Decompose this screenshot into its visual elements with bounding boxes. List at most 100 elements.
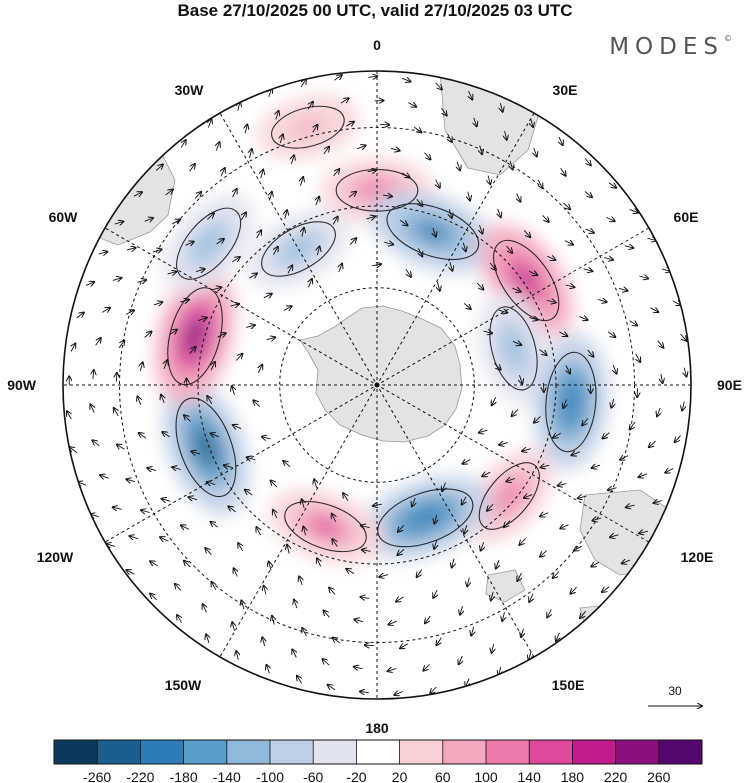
wind-arrow [467,577,469,587]
colorbar-tick-label: 60 [435,769,451,783]
streamline-loop [489,306,538,391]
colorbar-swatch [658,740,703,764]
colorbar-tick-label: -100 [256,769,284,783]
wind-arrow [167,272,177,274]
wind-arrow [198,318,207,321]
wind-arrow [238,543,243,552]
wind-arrow [488,175,490,185]
wind-arrow [236,651,238,660]
wind-arrow [274,247,278,255]
wind-arrow [424,152,431,160]
wind-arrow [189,347,196,354]
wind-arrow [144,218,153,221]
wind-arrow [582,418,589,425]
wind-arrow [563,399,566,409]
wind-arrow [558,484,567,486]
wind-arrow [150,561,159,566]
wind-arrow [396,597,404,602]
wind-arrow [339,264,342,273]
wind-arrow [559,332,567,336]
wind-arrow [114,222,124,225]
wind-arrow [147,468,157,471]
wind-arrow [257,230,262,239]
wind-arrow [539,349,547,356]
wind-arrow [607,331,615,337]
wind-arrow [224,465,233,467]
lon-label-120e: 120E [681,549,714,565]
wind-arrow [95,338,101,346]
wind-arrow [291,155,294,165]
colorbar-tick-label: -60 [303,769,323,783]
wind-arrow [162,432,171,438]
wind-arrow [459,655,463,664]
wind-arrow [512,409,519,417]
wind-arrow [287,545,289,554]
wind-arrow [492,643,494,653]
lon-label-180: 180 [365,720,389,736]
wind-arrow [175,584,182,591]
lon-label-60w: 60W [49,209,79,225]
wind-arrow [610,535,619,538]
wind-arrow [469,91,473,99]
brand-text: MODES [609,34,724,60]
wind-arrow [397,548,405,555]
wind-arrow [161,395,164,404]
wind-arrow [524,495,533,498]
wind-arrow [233,189,237,198]
wind-arrow [591,562,600,566]
wind-arrow [185,242,194,246]
wind-arrow [496,560,499,568]
anomaly-patch [292,117,324,137]
wind-arrow [504,520,511,528]
wind-arrow [560,167,566,176]
streamline-loop [176,207,242,280]
wind-arrow [292,649,296,658]
wind-arrow [117,445,125,450]
wind-arrow [505,130,507,140]
wind-arrow [241,600,244,610]
wind-arrow [585,229,594,233]
wind-arrow [380,124,389,125]
wind-arrow [481,541,484,551]
wind-arrow [553,571,560,579]
wind-arrow [661,374,663,383]
wind-arrow [401,173,410,178]
wind-arrow [114,408,119,417]
wind-arrow [423,663,430,670]
modes-logo: MODES© [609,34,732,60]
wind-arrow [212,287,222,289]
wind-arrow [189,164,195,172]
lon-label-60e: 60E [674,209,699,225]
wind-arrow [462,460,471,464]
wind-arrow [348,192,356,198]
anomaly-patch [308,515,343,538]
wind-arrow [307,102,313,110]
lon-label-30w: 30W [175,82,205,98]
reference-vector-label: 30 [668,684,682,698]
wind-arrow [489,262,496,270]
wind-arrow [233,425,242,429]
wind-arrow [398,524,405,532]
wind-arrow [262,437,271,439]
wind-arrow [498,208,501,217]
wind-arrow [333,169,340,177]
colorbar-swatch [270,740,314,764]
colorbar-swatch [140,740,184,764]
wind-arrow [506,478,515,481]
wind-arrow [457,161,460,171]
colorbar-tick-label: -260 [83,769,111,783]
colorbar-tick-label: 260 [647,769,671,783]
wind-arrow [622,560,631,563]
wind-arrow [283,306,292,310]
wind-arrow [564,241,573,245]
wind-arrow [188,497,198,500]
wind-arrow [613,365,616,373]
wind-arrow [360,692,369,693]
wind-arrow [547,609,551,617]
wind-arrow [322,659,330,666]
wind-arrow [479,430,488,433]
wind-arrow [357,145,365,148]
wind-arrow [433,228,436,237]
colorbar-swatch [399,740,444,764]
